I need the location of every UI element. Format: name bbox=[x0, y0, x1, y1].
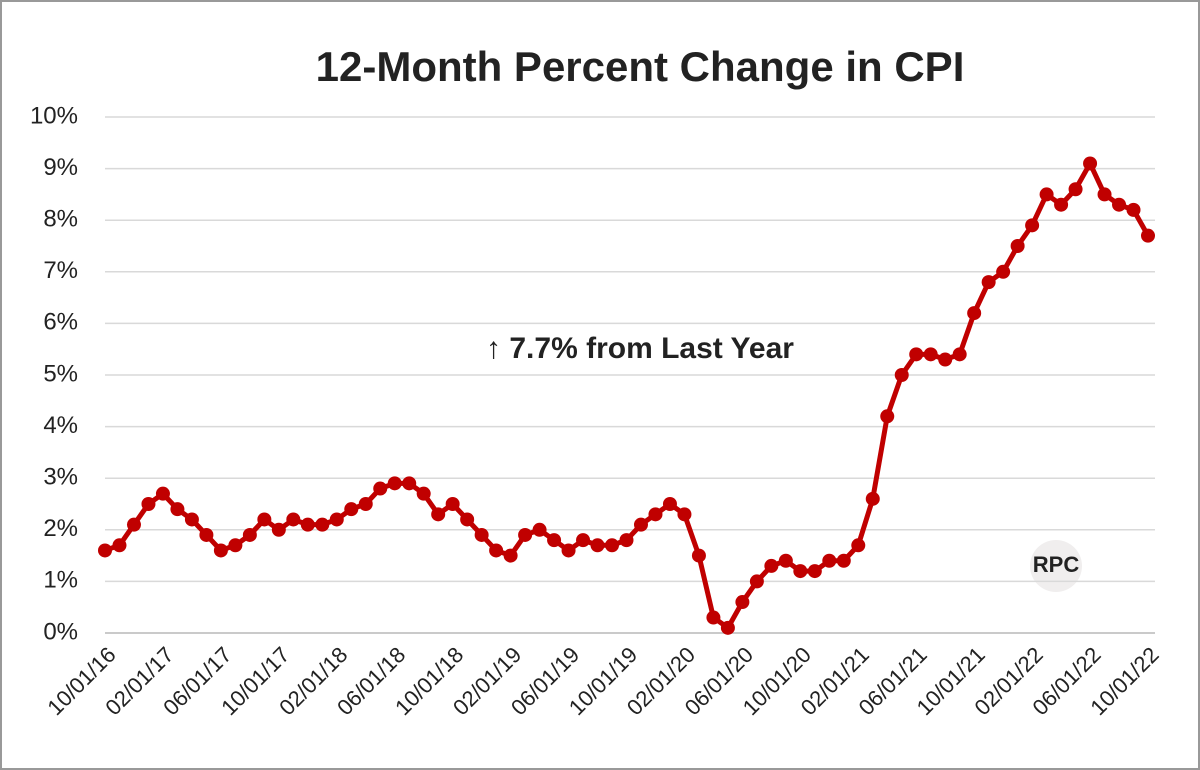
marker bbox=[880, 409, 895, 424]
marker bbox=[257, 512, 272, 527]
marker bbox=[561, 543, 576, 558]
marker bbox=[1025, 218, 1040, 233]
marker bbox=[894, 368, 909, 382]
marker bbox=[662, 497, 677, 511]
y-tick-label: 6% bbox=[43, 309, 78, 336]
marker bbox=[793, 564, 808, 579]
marker bbox=[749, 574, 764, 589]
y-tick-label: 8% bbox=[43, 206, 78, 233]
marker bbox=[518, 527, 533, 542]
marker bbox=[764, 558, 779, 573]
marker bbox=[373, 481, 388, 496]
marker bbox=[633, 517, 648, 532]
marker bbox=[503, 548, 518, 563]
marker bbox=[445, 497, 460, 511]
marker bbox=[865, 491, 880, 506]
marker bbox=[1010, 239, 1025, 253]
marker bbox=[619, 533, 634, 548]
marker bbox=[952, 347, 967, 362]
marker bbox=[315, 517, 330, 532]
marker bbox=[213, 543, 228, 558]
marker bbox=[807, 564, 822, 579]
y-tick-label: 4% bbox=[43, 412, 78, 439]
marker bbox=[474, 527, 489, 542]
marker bbox=[576, 533, 591, 548]
marker bbox=[822, 553, 837, 568]
marker bbox=[938, 352, 953, 367]
y-tick-label: 0% bbox=[43, 618, 78, 645]
marker bbox=[996, 264, 1011, 279]
annotation: ↑ 7.7% from Last Year bbox=[486, 332, 794, 365]
marker bbox=[909, 347, 924, 362]
y-tick-label: 3% bbox=[43, 464, 78, 491]
marker bbox=[170, 502, 185, 517]
marker bbox=[590, 538, 605, 553]
marker bbox=[126, 517, 141, 532]
marker bbox=[1054, 197, 1069, 212]
marker bbox=[648, 507, 663, 522]
marker bbox=[836, 553, 851, 568]
watermark: RPC bbox=[1033, 552, 1080, 577]
watermark-badge bbox=[1030, 540, 1082, 592]
marker bbox=[605, 538, 620, 553]
y-tick-label: 5% bbox=[43, 360, 78, 387]
marker bbox=[155, 486, 170, 501]
y-tick-label: 1% bbox=[43, 567, 78, 594]
marker bbox=[402, 476, 417, 491]
marker bbox=[778, 553, 793, 568]
marker bbox=[1083, 156, 1098, 171]
marker bbox=[532, 522, 547, 537]
marker bbox=[735, 595, 750, 610]
marker bbox=[1126, 202, 1141, 217]
marker bbox=[691, 548, 706, 563]
marker bbox=[981, 275, 996, 290]
marker bbox=[300, 517, 315, 532]
marker bbox=[329, 512, 344, 527]
marker bbox=[1141, 228, 1155, 243]
marker bbox=[344, 502, 359, 517]
marker bbox=[431, 507, 446, 522]
marker bbox=[98, 543, 112, 558]
marker bbox=[228, 538, 243, 553]
marker bbox=[1097, 187, 1112, 202]
marker bbox=[112, 538, 127, 553]
marker bbox=[184, 512, 199, 527]
marker bbox=[720, 620, 735, 635]
marker bbox=[199, 527, 214, 542]
marker bbox=[1112, 197, 1127, 212]
marker bbox=[242, 527, 257, 542]
marker bbox=[923, 347, 938, 362]
marker bbox=[489, 543, 504, 558]
marker bbox=[416, 486, 431, 501]
marker bbox=[547, 533, 562, 548]
marker bbox=[1039, 187, 1054, 202]
marker bbox=[387, 476, 402, 491]
marker bbox=[706, 610, 721, 625]
chart-title: 12-Month Percent Change in CPI bbox=[316, 43, 965, 90]
marker bbox=[271, 522, 286, 537]
marker bbox=[141, 497, 156, 511]
marker bbox=[967, 306, 982, 321]
marker bbox=[358, 497, 373, 511]
marker bbox=[1068, 182, 1083, 197]
marker bbox=[286, 512, 301, 527]
y-tick-label: 7% bbox=[43, 257, 78, 284]
y-tick-label: 2% bbox=[43, 515, 78, 542]
y-tick-label: 10% bbox=[30, 102, 78, 129]
marker bbox=[851, 538, 866, 553]
marker bbox=[460, 512, 475, 527]
y-tick-label: 9% bbox=[43, 154, 78, 181]
marker bbox=[677, 507, 692, 522]
